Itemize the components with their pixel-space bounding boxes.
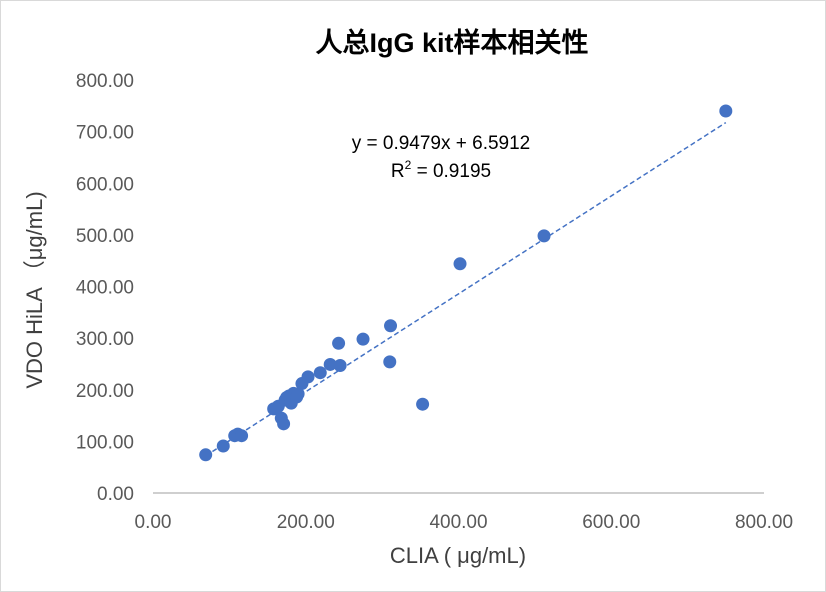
y-tick-label: 700.00: [76, 123, 134, 144]
data-point: [291, 387, 305, 401]
x-tick-label: 200.00: [277, 512, 335, 533]
y-tick-label: 800.00: [76, 71, 134, 92]
data-point: [323, 357, 337, 371]
data-point: [719, 104, 733, 118]
y-tick-label: 400.00: [76, 278, 134, 299]
data-point: [332, 336, 346, 350]
data-point: [216, 439, 230, 453]
y-tick-label: 500.00: [76, 226, 134, 247]
trendline: [205, 121, 727, 457]
y-axis-label: VDO HiLA （μg/mL): [22, 191, 47, 388]
x-tick-label: 600.00: [582, 512, 640, 533]
data-point: [301, 370, 315, 384]
data-point: [537, 229, 551, 243]
data-point: [384, 319, 398, 333]
y-tick-label: 300.00: [76, 329, 134, 350]
chart-title: 人总IgG kit样本相关性: [315, 27, 588, 58]
data-point: [235, 429, 249, 443]
x-tick-label: 800.00: [735, 512, 793, 533]
data-point: [277, 417, 291, 431]
x-tick-label: 0.00: [135, 512, 172, 533]
r-squared-label: R2 = 0.9195: [391, 158, 491, 182]
data-point: [416, 397, 430, 411]
y-tick-label: 0.00: [97, 484, 134, 505]
data-point: [453, 257, 467, 271]
y-tick-label: 100.00: [76, 432, 134, 453]
trendline-equation: y = 0.9479x + 6.5912: [352, 133, 531, 154]
x-tick-label: 400.00: [429, 512, 487, 533]
y-tick-label: 200.00: [76, 381, 134, 402]
data-point: [383, 355, 397, 369]
data-point: [199, 448, 213, 462]
data-point: [356, 332, 370, 346]
data-point: [333, 358, 347, 372]
y-tick-label: 600.00: [76, 174, 134, 195]
x-axis-label: CLIA ( μg/mL): [390, 543, 526, 568]
data-point: [313, 366, 327, 380]
